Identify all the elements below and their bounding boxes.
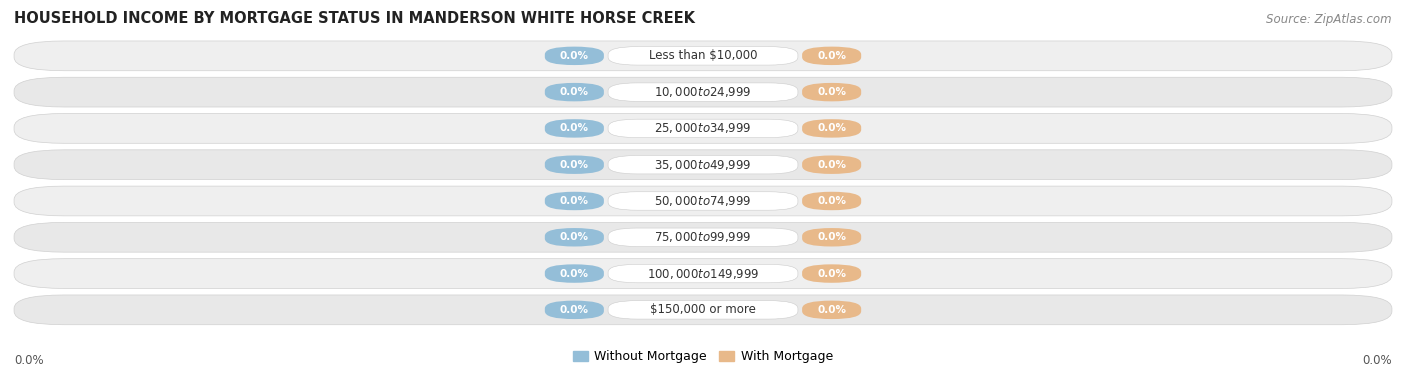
FancyBboxPatch shape (544, 47, 605, 65)
FancyBboxPatch shape (14, 113, 1392, 143)
FancyBboxPatch shape (801, 155, 860, 174)
FancyBboxPatch shape (607, 264, 797, 283)
FancyBboxPatch shape (607, 47, 797, 65)
FancyBboxPatch shape (544, 228, 605, 247)
FancyBboxPatch shape (801, 228, 860, 247)
FancyBboxPatch shape (801, 192, 860, 210)
FancyBboxPatch shape (607, 228, 797, 247)
FancyBboxPatch shape (544, 155, 605, 174)
Text: 0.0%: 0.0% (560, 305, 589, 315)
FancyBboxPatch shape (544, 264, 605, 283)
Text: 0.0%: 0.0% (560, 160, 589, 170)
Text: 0.0%: 0.0% (817, 123, 846, 133)
FancyBboxPatch shape (801, 83, 860, 101)
FancyBboxPatch shape (14, 222, 1392, 252)
Text: Source: ZipAtlas.com: Source: ZipAtlas.com (1267, 14, 1392, 26)
FancyBboxPatch shape (607, 83, 797, 101)
Text: 0.0%: 0.0% (560, 196, 589, 206)
Text: 0.0%: 0.0% (1362, 354, 1392, 366)
Legend: Without Mortgage, With Mortgage: Without Mortgage, With Mortgage (569, 346, 837, 367)
Text: $75,000 to $99,999: $75,000 to $99,999 (654, 230, 752, 244)
FancyBboxPatch shape (14, 77, 1392, 107)
FancyBboxPatch shape (801, 119, 860, 138)
FancyBboxPatch shape (544, 119, 605, 138)
FancyBboxPatch shape (14, 186, 1392, 216)
Text: 0.0%: 0.0% (817, 160, 846, 170)
Text: 0.0%: 0.0% (14, 354, 44, 366)
Text: 0.0%: 0.0% (817, 232, 846, 242)
Text: $10,000 to $24,999: $10,000 to $24,999 (654, 85, 752, 99)
Text: 0.0%: 0.0% (560, 51, 589, 61)
Text: 0.0%: 0.0% (817, 196, 846, 206)
Text: $150,000 or more: $150,000 or more (650, 303, 756, 316)
FancyBboxPatch shape (14, 150, 1392, 179)
FancyBboxPatch shape (14, 259, 1392, 288)
Text: 0.0%: 0.0% (560, 268, 589, 279)
FancyBboxPatch shape (14, 41, 1392, 71)
Text: 0.0%: 0.0% (817, 51, 846, 61)
FancyBboxPatch shape (544, 300, 605, 319)
Text: 0.0%: 0.0% (817, 87, 846, 97)
FancyBboxPatch shape (607, 155, 797, 174)
Text: $50,000 to $74,999: $50,000 to $74,999 (654, 194, 752, 208)
Text: $35,000 to $49,999: $35,000 to $49,999 (654, 158, 752, 172)
FancyBboxPatch shape (607, 119, 797, 138)
Text: 0.0%: 0.0% (817, 268, 846, 279)
Text: 0.0%: 0.0% (817, 305, 846, 315)
FancyBboxPatch shape (544, 83, 605, 101)
Text: HOUSEHOLD INCOME BY MORTGAGE STATUS IN MANDERSON WHITE HORSE CREEK: HOUSEHOLD INCOME BY MORTGAGE STATUS IN M… (14, 11, 695, 26)
Text: Less than $10,000: Less than $10,000 (648, 49, 758, 62)
FancyBboxPatch shape (607, 300, 797, 319)
Text: 0.0%: 0.0% (560, 232, 589, 242)
Text: 0.0%: 0.0% (560, 123, 589, 133)
FancyBboxPatch shape (801, 264, 860, 283)
FancyBboxPatch shape (801, 47, 860, 65)
FancyBboxPatch shape (607, 192, 797, 210)
Text: $25,000 to $34,999: $25,000 to $34,999 (654, 121, 752, 135)
FancyBboxPatch shape (14, 295, 1392, 325)
Text: 0.0%: 0.0% (560, 87, 589, 97)
FancyBboxPatch shape (801, 300, 860, 319)
Text: $100,000 to $149,999: $100,000 to $149,999 (647, 267, 759, 280)
FancyBboxPatch shape (544, 192, 605, 210)
